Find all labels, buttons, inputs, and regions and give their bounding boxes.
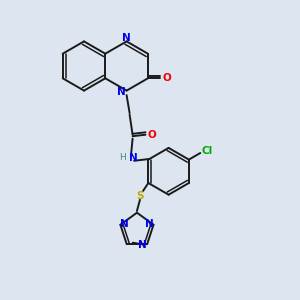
Text: H: H (119, 153, 126, 162)
Text: N: N (117, 87, 126, 97)
Text: N: N (138, 240, 147, 250)
Text: N: N (122, 33, 131, 43)
Text: O: O (162, 73, 171, 83)
Text: S: S (136, 190, 144, 201)
Text: N: N (145, 218, 154, 229)
Text: N: N (129, 153, 138, 163)
Text: Cl: Cl (202, 146, 213, 156)
Text: N: N (120, 218, 129, 229)
Text: O: O (148, 130, 157, 140)
